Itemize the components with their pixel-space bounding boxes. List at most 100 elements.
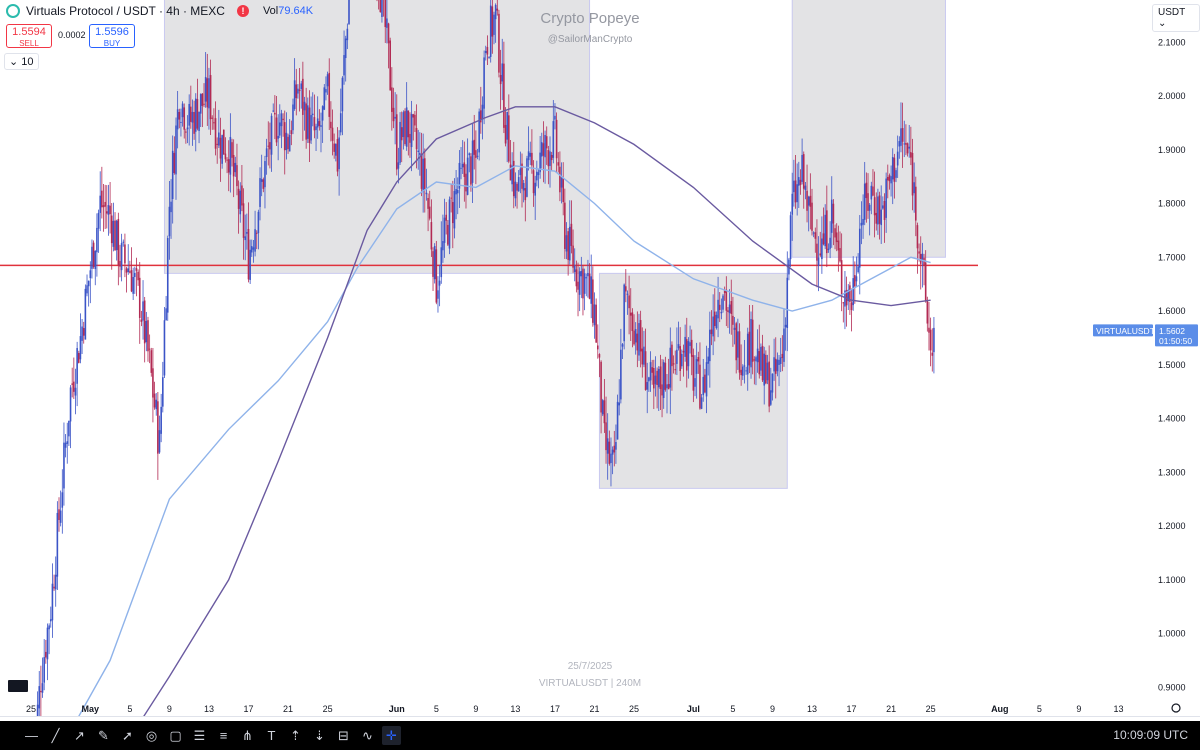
candle-body-216: [387, 23, 390, 44]
ruler-icon[interactable]: ⊟: [338, 728, 349, 743]
trend-line-icon[interactable]: ╱: [51, 728, 60, 743]
candle-body-89: [178, 112, 181, 120]
candle-body-237: [422, 158, 424, 193]
candle-body-103: [201, 93, 204, 106]
candle-body-389: [672, 363, 675, 365]
candle-body-349: [606, 438, 609, 454]
candle-body-547: [933, 327, 935, 353]
x-tick-label-22: Aug: [991, 704, 1009, 714]
candle-body-364: [631, 312, 634, 332]
candle-body-107: [208, 78, 210, 109]
candle-body-69: [145, 320, 148, 343]
candle-body-182: [331, 127, 334, 141]
candle-body-142: [265, 148, 268, 158]
candle-body-385: [666, 384, 668, 389]
candle-body-375: [649, 362, 652, 381]
candle-body-25: [73, 381, 75, 392]
arrow-icon[interactable]: ➚: [122, 728, 133, 743]
symbol-title[interactable]: Virtuals Protocol / USDT · 4h · MEXC: [26, 4, 225, 18]
candle-body-87: [175, 125, 177, 175]
x-tick-label-21: 25: [926, 704, 936, 714]
candle-body-463: [794, 180, 797, 203]
candle-body-167: [307, 105, 309, 139]
candle-body-251: [445, 214, 448, 221]
candle-body-96: [190, 106, 192, 122]
candle-body-519: [886, 177, 889, 181]
pitchfork-icon[interactable]: ⋔: [242, 728, 253, 743]
candle-body-236: [420, 154, 423, 189]
indicators-toggle[interactable]: ⌄ 10: [4, 53, 39, 70]
y-tick-label-23: 1.0000: [1158, 629, 1186, 639]
x-tick-label-16: 5: [730, 704, 735, 714]
alert-icon[interactable]: !: [236, 5, 249, 17]
candle-body-327: [570, 223, 573, 246]
candle-body-30: [81, 326, 83, 341]
candle-body-254: [450, 197, 452, 199]
candle-body-7: [43, 657, 45, 683]
crosshair-icon[interactable]: ✛: [382, 726, 401, 745]
candle-body-106: [206, 78, 209, 108]
candle-body-367: [636, 333, 639, 351]
candle-body-132: [249, 249, 251, 280]
currency-selector[interactable]: USDT ⌄: [1152, 4, 1200, 32]
candle-body-43: [102, 205, 105, 208]
candle-body-144: [269, 142, 271, 150]
candle-body-176: [321, 106, 324, 121]
text-icon[interactable]: T: [267, 728, 276, 743]
ray-icon[interactable]: ↗: [74, 728, 85, 743]
tradingview-logo-icon: [8, 680, 28, 692]
candle-body-369: [639, 320, 642, 352]
brush-icon[interactable]: ✎: [98, 728, 109, 743]
buy-button[interactable]: 1.5596 BUY: [89, 24, 135, 48]
price-zone-1: [163, 0, 591, 274]
rectangle-icon[interactable]: ▢: [169, 728, 182, 743]
candle-body-125: [237, 188, 240, 209]
line-tool-icon[interactable]: —: [25, 728, 38, 743]
candle-body-130: [246, 232, 248, 234]
candle-body-178: [325, 89, 327, 93]
candle-body-243: [432, 251, 434, 277]
candle-body-140: [262, 179, 265, 189]
candle-body-412: [710, 329, 713, 335]
fib-icon[interactable]: ≡: [219, 728, 228, 743]
candle-body-277: [488, 57, 490, 59]
candle-body-377: [653, 367, 655, 389]
candle-body-53: [119, 260, 121, 267]
candle-body-358: [621, 344, 624, 347]
short-position-icon[interactable]: ⇣: [314, 728, 325, 743]
candle-body-189: [343, 55, 345, 76]
candle-body-42: [101, 190, 103, 208]
sell-button[interactable]: 1.5594 SELL: [6, 24, 52, 48]
candle-body-274: [483, 57, 485, 109]
candle-body-61: [132, 276, 134, 294]
candle-body-445: [765, 354, 767, 384]
candle-body-110: [213, 122, 215, 124]
candle-body-175: [320, 125, 322, 127]
candle-body-544: [928, 327, 930, 333]
candle-body-116: [222, 129, 225, 155]
long-position-icon[interactable]: ⇡: [290, 728, 301, 743]
settings-gear-icon[interactable]: [1171, 703, 1181, 713]
candle-body-259: [458, 162, 461, 189]
path-icon[interactable]: ∿: [362, 728, 373, 743]
candle-body-411: [709, 329, 711, 362]
candle-body-380: [657, 368, 660, 388]
candle-body-84: [170, 201, 172, 213]
candle-body-495: [847, 289, 850, 302]
candle-body-447: [768, 361, 770, 407]
candle-body-268: [473, 139, 476, 155]
candle-body-283: [498, 13, 500, 73]
candle-body-122: [232, 154, 235, 177]
candle-body-454: [779, 357, 782, 364]
candle-body-451: [774, 358, 777, 374]
candle-body-162: [298, 89, 301, 92]
candle-body-120: [229, 136, 232, 175]
candle-body-326: [568, 226, 571, 261]
circle-icon[interactable]: ◎: [145, 728, 158, 743]
candle-body-537: [916, 225, 919, 249]
parallel-channel-icon[interactable]: ☰: [193, 728, 206, 743]
volume-label: Vol: [262, 5, 279, 17]
candle-body-455: [781, 353, 784, 359]
utc-clock[interactable]: 10:09:09 UTC: [1113, 728, 1188, 742]
